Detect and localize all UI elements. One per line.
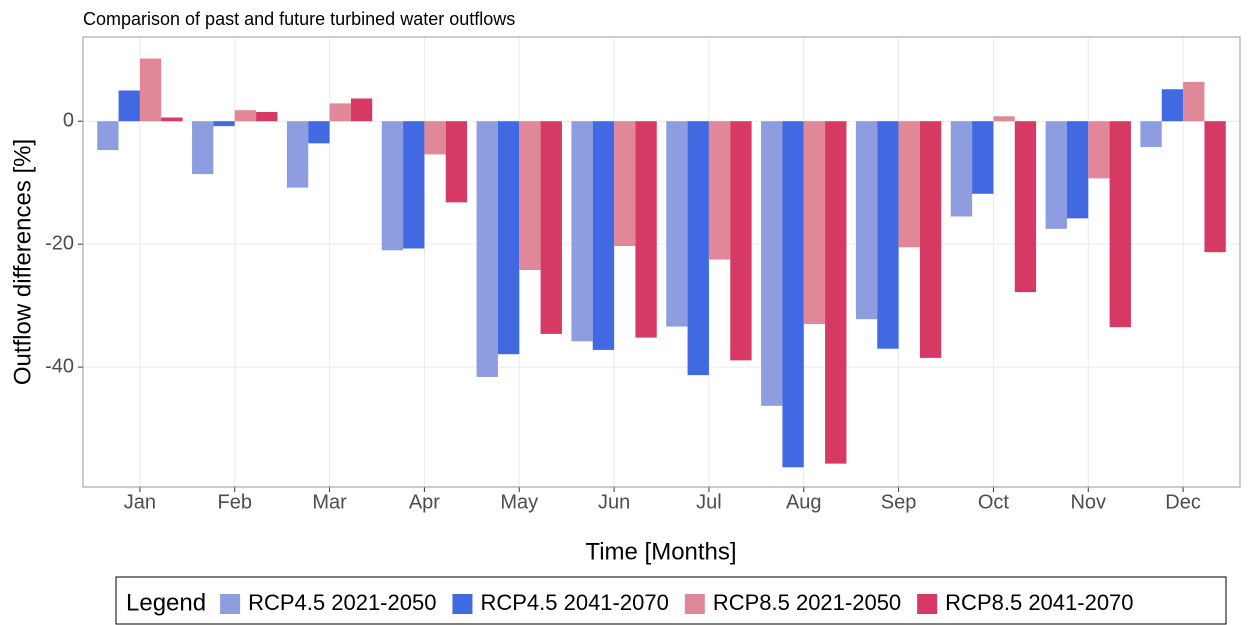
x-tick-label: Jan [124, 491, 156, 513]
legend-label: RCP8.5 2041-2070 [945, 590, 1133, 615]
y-tick-label: -20 [45, 232, 74, 254]
bar [635, 121, 657, 338]
x-tick-label: Nov [1070, 491, 1106, 513]
panel-border [82, 36, 1241, 488]
chart-title: Comparison of past and future turbined w… [83, 9, 515, 29]
bar [1140, 121, 1162, 148]
bar [519, 121, 541, 270]
x-tick-label: Feb [218, 491, 252, 513]
x-tick-label: Jun [598, 491, 630, 513]
bar [234, 110, 257, 122]
bar [540, 121, 562, 334]
y-tick-label: -40 [45, 355, 74, 377]
bar [192, 121, 214, 175]
bar [286, 121, 309, 188]
bar [898, 121, 920, 248]
bar [919, 121, 942, 358]
bar [1183, 81, 1205, 122]
x-tick-label: Dec [1165, 491, 1201, 513]
bar [1088, 121, 1110, 179]
bar [497, 121, 520, 355]
bar [256, 112, 278, 122]
bar [1014, 121, 1037, 293]
bar [1109, 121, 1131, 328]
legend-label: RCP8.5 2021-2050 [713, 590, 901, 615]
bar [1161, 89, 1184, 122]
legend-label: RCP4.5 2041-2070 [480, 590, 668, 615]
x-tick-label: Apr [409, 491, 440, 513]
bar [97, 121, 119, 151]
bar [592, 121, 615, 350]
x-tick-label: Sep [881, 491, 917, 513]
x-tick-label: Aug [786, 491, 822, 513]
legend-box [115, 576, 1227, 625]
y-axis-title: Outflow differences [%] [9, 139, 36, 385]
y-tick-label: 0 [63, 110, 74, 132]
bar [1045, 121, 1067, 229]
bar [213, 121, 235, 127]
bar [403, 121, 425, 249]
bar [350, 98, 373, 122]
bar [1204, 121, 1226, 253]
bar [730, 121, 752, 361]
legend-swatch [684, 594, 705, 614]
legend-swatch [452, 594, 473, 614]
bar [476, 121, 498, 377]
bar [993, 116, 1015, 122]
bar [308, 121, 330, 144]
bar [972, 121, 994, 194]
legend-label: RCP4.5 2021-2050 [248, 590, 436, 615]
bar [855, 121, 878, 320]
bar [666, 121, 688, 327]
legend-swatch [917, 594, 938, 614]
bar [803, 121, 826, 325]
bar [782, 121, 804, 468]
x-axis-title: Time [Months] [585, 538, 736, 565]
legend-swatch [220, 594, 241, 614]
bar [161, 117, 183, 122]
bar [687, 121, 709, 376]
x-tick-label: Mar [312, 491, 347, 513]
bar [139, 58, 162, 122]
bar [381, 121, 404, 251]
x-tick-label: Jul [696, 491, 722, 513]
bar [950, 121, 973, 217]
legend-title: Legend [126, 589, 206, 616]
bar [329, 103, 351, 122]
x-tick-label: May [500, 491, 538, 513]
bar [708, 121, 731, 260]
bar [118, 90, 140, 122]
bar [614, 121, 636, 247]
bar [1066, 121, 1089, 219]
bar [761, 121, 783, 406]
x-tick-label: Oct [978, 491, 1010, 513]
bar [877, 121, 899, 349]
bar [571, 121, 593, 342]
bar [445, 121, 468, 203]
bar [424, 121, 446, 155]
bar [825, 121, 847, 464]
